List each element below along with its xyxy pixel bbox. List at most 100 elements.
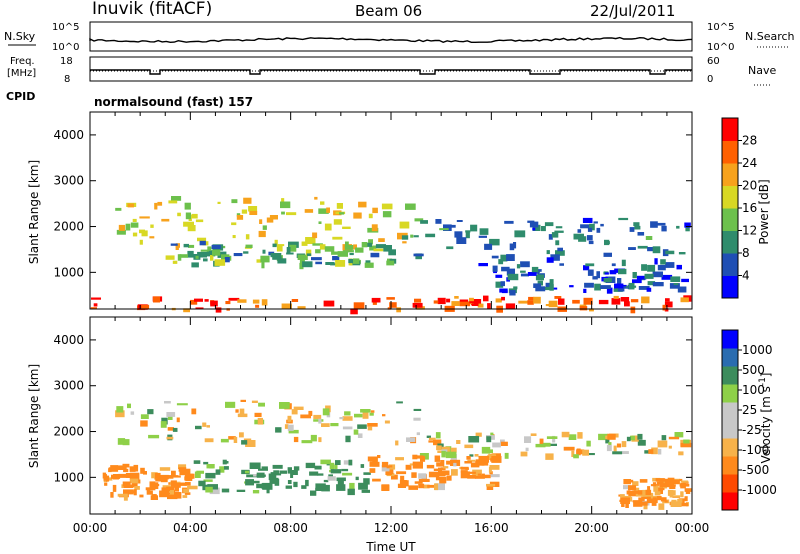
heatmap-cell xyxy=(637,433,643,440)
heatmap-cell xyxy=(252,490,260,494)
heatmap-cell xyxy=(324,223,332,231)
heatmap-cell xyxy=(237,413,248,418)
heatmap-cell xyxy=(603,252,612,257)
heatmap-cell xyxy=(413,253,424,257)
heatmap-cell xyxy=(428,471,440,478)
heatmap-cell xyxy=(310,434,317,442)
heatmap-cell xyxy=(225,401,236,408)
heatmap-cell xyxy=(339,417,344,420)
heatmap-cell xyxy=(317,473,324,476)
heatmap-cell xyxy=(650,221,658,228)
heatmap-cell xyxy=(248,206,258,212)
heatmap-cell xyxy=(554,296,562,299)
y-tick-label: 4000 xyxy=(53,128,84,142)
heatmap-cell xyxy=(184,471,190,479)
heatmap-cell xyxy=(445,451,457,459)
power-colorbar-label: Power [dB] xyxy=(757,179,771,244)
heatmap-cell xyxy=(465,230,471,233)
heatmap-cell xyxy=(254,412,262,417)
heatmap-cell xyxy=(446,246,454,250)
heatmap-cell xyxy=(210,255,214,261)
heatmap-cell xyxy=(184,492,191,495)
heatmap-cell xyxy=(127,403,131,409)
heatmap-cell xyxy=(514,230,526,238)
y-tick-label: 1000 xyxy=(53,265,84,279)
y-tick-label: 2000 xyxy=(53,220,84,234)
heatmap-cell xyxy=(194,298,203,302)
heatmap-cell xyxy=(652,246,661,254)
heatmap-cell xyxy=(490,432,494,438)
heatmap-cell xyxy=(527,300,534,305)
heatmap-cell xyxy=(513,242,517,249)
heatmap-cell xyxy=(489,465,500,470)
heatmap-cell xyxy=(435,432,441,439)
heatmap-cell xyxy=(558,298,565,305)
nsky-tick-top: 10^5 xyxy=(52,22,79,33)
heatmap-cell xyxy=(399,221,410,229)
heatmap-cell xyxy=(155,477,162,482)
heatmap-cell xyxy=(557,247,563,252)
heatmap-cell xyxy=(541,226,546,232)
heatmap-cell xyxy=(281,303,292,310)
heatmap-cell xyxy=(332,236,343,240)
heatmap-cell xyxy=(209,487,220,495)
heatmap-cell xyxy=(438,470,450,475)
heatmap-cell xyxy=(141,304,150,309)
heatmap-cell xyxy=(543,442,551,447)
freq-tick-bottom: 8 xyxy=(64,74,70,85)
heatmap-cell xyxy=(653,495,662,501)
heatmap-cell xyxy=(323,300,335,307)
heatmap-cell xyxy=(664,301,673,308)
heatmap-cell xyxy=(373,248,384,252)
heatmap-cell xyxy=(168,200,178,204)
heatmap-cell xyxy=(513,286,518,290)
heatmap-cell xyxy=(495,274,503,278)
heatmap-cell xyxy=(286,212,297,216)
heatmap-cell xyxy=(609,270,617,275)
heatmap-cell xyxy=(261,261,265,269)
heatmap-cell xyxy=(253,474,259,477)
heatmap-cell xyxy=(664,308,669,312)
heatmap-cell xyxy=(583,288,587,293)
heatmap-cell xyxy=(555,240,560,246)
heatmap-cell xyxy=(652,271,663,278)
nsky-label: N.Sky xyxy=(4,30,36,43)
heatmap-cell xyxy=(322,408,330,416)
heatmap-cell xyxy=(343,250,354,253)
heatmap-cell xyxy=(617,278,622,285)
heatmap-cell xyxy=(437,297,446,305)
heatmap-cell xyxy=(413,235,419,238)
heatmap-cell xyxy=(453,462,457,467)
heatmap-cell xyxy=(573,454,579,459)
heatmap-cell xyxy=(323,479,329,483)
heatmap-cell xyxy=(261,466,268,471)
heatmap-cell xyxy=(621,495,632,499)
heatmap-cell xyxy=(655,478,665,482)
heatmap-cell xyxy=(291,470,298,475)
heatmap-cell xyxy=(149,236,155,239)
heatmap-cell xyxy=(319,244,326,250)
heatmap-cell xyxy=(426,435,431,438)
heatmap-cell xyxy=(583,297,593,305)
heatmap-cell xyxy=(336,203,343,209)
heatmap-cell xyxy=(321,423,330,427)
heatmap-cell xyxy=(428,437,436,440)
heatmap-cell xyxy=(117,438,126,445)
heatmap-cell xyxy=(589,308,594,312)
heatmap-cell xyxy=(197,237,207,242)
heatmap-cell xyxy=(274,239,278,246)
heatmap-cell xyxy=(193,460,201,464)
heatmap-cell xyxy=(122,481,131,487)
heatmap-cell xyxy=(160,475,168,483)
heatmap-cell xyxy=(544,222,554,227)
heatmap-cell xyxy=(341,468,349,472)
heatmap-cell xyxy=(249,462,261,469)
heatmap-cell xyxy=(305,237,316,244)
nsearch-tick-top: 10^5 xyxy=(707,22,734,33)
heatmap-cell xyxy=(333,219,342,225)
heatmap-cell xyxy=(240,399,246,402)
heatmap-cell xyxy=(326,463,330,466)
heatmap-cell xyxy=(477,303,484,308)
heatmap-cell xyxy=(367,456,377,462)
heatmap-cell xyxy=(467,459,476,462)
